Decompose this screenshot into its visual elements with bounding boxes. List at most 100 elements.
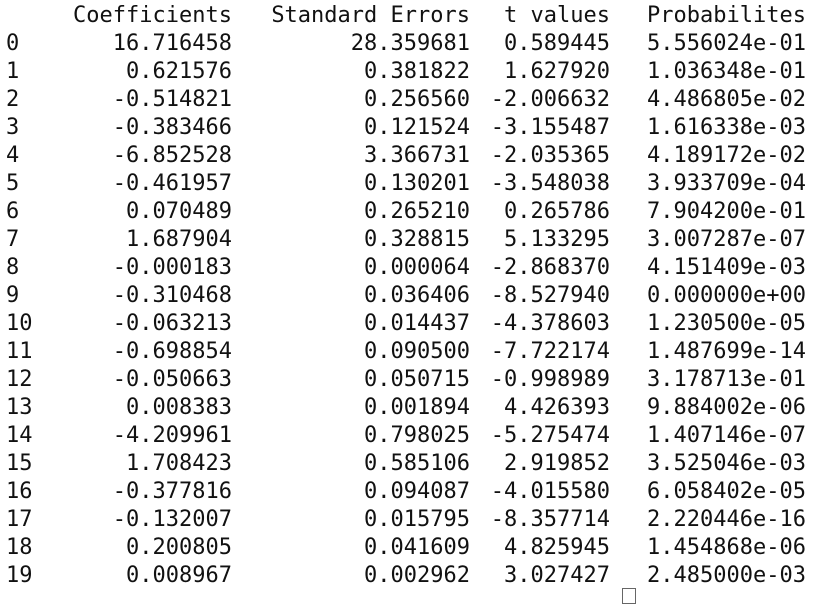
t-value: -2.035365 <box>490 143 610 168</box>
t-value: -5.275474 <box>490 423 610 448</box>
probability-value: 1.230500e-05 <box>647 311 806 336</box>
standard-error-value: 0.090500 <box>364 339 470 364</box>
row-index: 9 <box>6 283 20 308</box>
t-value: -4.015580 <box>490 479 610 504</box>
row-index: 18 <box>6 535 33 560</box>
row-index: 13 <box>6 395 33 420</box>
probability-value: 4.486805e-02 <box>647 87 806 112</box>
table-row: 16 -0.377816 0.094087 -4.015580 6.058402e-05 <box>0 478 826 506</box>
row-index: 14 <box>6 423 33 448</box>
table-row: 18 0.200805 0.041609 4.825945 1.454868e-06 <box>0 534 826 562</box>
probability-value: 5.556024e-01 <box>647 31 806 56</box>
t-value: 3.027427 <box>504 563 610 588</box>
terminal-cursor <box>622 588 636 604</box>
coefficient-value: 1.708423 <box>126 451 232 476</box>
standard-error-value: 0.036406 <box>364 283 470 308</box>
coefficient-value: 1.687904 <box>126 227 232 252</box>
row-index: 10 <box>6 311 33 336</box>
row-index: 1 <box>6 59 20 84</box>
t-value: -7.722174 <box>490 339 610 364</box>
probability-value: 4.189172e-02 <box>647 143 806 168</box>
coefficient-value: -0.461957 <box>112 171 232 196</box>
table-row: 14 -4.209961 0.798025 -5.275474 1.407146e-07 <box>0 422 826 450</box>
standard-error-value: 0.015795 <box>364 507 470 532</box>
probability-value: 4.151409e-03 <box>647 255 806 280</box>
standard-error-value: 0.381822 <box>364 59 470 84</box>
row-index: 17 <box>6 507 33 532</box>
table-row: 17 -0.132007 0.015795 -8.357714 2.220446e-16 <box>0 506 826 534</box>
t-value: 0.589445 <box>504 31 610 56</box>
t-value: -2.006632 <box>490 87 610 112</box>
table-row: 3 -0.383466 0.121524 -3.155487 1.616338e-03 <box>0 114 826 142</box>
standard-error-value: 0.265210 <box>364 199 470 224</box>
probability-value: 3.525046e-03 <box>647 451 806 476</box>
row-index: 19 <box>6 563 33 588</box>
table-row: 12 -0.050663 0.050715 -0.998989 3.178713e-01 <box>0 366 826 394</box>
t-value: -8.527940 <box>490 283 610 308</box>
coefficient-value: -0.698854 <box>112 339 232 364</box>
table-row: 9 -0.310468 0.036406 -8.527940 0.000000e+00 <box>0 282 826 310</box>
table-header-row: Coefficients Standard Errors t values Pr… <box>0 2 826 30</box>
header-index <box>6 2 56 30</box>
coefficient-value: 16.716458 <box>112 31 232 56</box>
t-value: -0.998989 <box>490 367 610 392</box>
probability-value: 1.407146e-07 <box>647 423 806 448</box>
t-value: -2.868370 <box>490 255 610 280</box>
row-index: 11 <box>6 339 33 364</box>
row-index: 8 <box>6 255 20 280</box>
table-row: 6 0.070489 0.265210 0.265786 7.904200e-01 <box>0 198 826 226</box>
row-index: 6 <box>6 199 20 224</box>
standard-error-value: 0.002962 <box>364 563 470 588</box>
probability-value: 6.058402e-05 <box>647 479 806 504</box>
coefficient-value: -0.383466 <box>112 115 232 140</box>
probability-value: 1.454868e-06 <box>647 535 806 560</box>
probability-value: 9.884002e-06 <box>647 395 806 420</box>
probability-value: 2.220446e-16 <box>647 507 806 532</box>
t-value: -4.378603 <box>490 311 610 336</box>
row-index: 12 <box>6 367 33 392</box>
table-row: 7 1.687904 0.328815 5.133295 3.007287e-07 <box>0 226 826 254</box>
table-row: 0 16.716458 28.359681 0.589445 5.556024e-01 <box>0 30 826 58</box>
coefficient-value: -4.209961 <box>112 423 232 448</box>
standard-error-value: 0.000064 <box>364 255 470 280</box>
coefficient-value: -6.852528 <box>112 143 232 168</box>
probability-value: 0.000000e+00 <box>647 283 806 308</box>
standard-error-value: 3.366731 <box>364 143 470 168</box>
probability-value: 3.933709e-04 <box>647 171 806 196</box>
header-probabilities: Probabilites <box>647 3 806 28</box>
table-row: 1 0.621576 0.381822 1.627920 1.036348e-01 <box>0 58 826 86</box>
coefficient-value: 0.008967 <box>126 563 232 588</box>
coefficient-value: 0.070489 <box>126 199 232 224</box>
row-index: 16 <box>6 479 33 504</box>
standard-error-value: 0.041609 <box>364 535 470 560</box>
table-row: 15 1.708423 0.585106 2.919852 3.525046e-03 <box>0 450 826 478</box>
probability-value: 1.036348e-01 <box>647 59 806 84</box>
probability-value: 1.616338e-03 <box>647 115 806 140</box>
table-row: 8 -0.000183 0.000064 -2.868370 4.151409e-03 <box>0 254 826 282</box>
standard-error-value: 0.014437 <box>364 311 470 336</box>
t-value: 5.133295 <box>504 227 610 252</box>
standard-error-value: 0.130201 <box>364 171 470 196</box>
row-index: 0 <box>6 31 20 56</box>
probability-value: 3.007287e-07 <box>647 227 806 252</box>
coefficient-value: -0.132007 <box>112 507 232 532</box>
coefficient-value: 0.200805 <box>126 535 232 560</box>
probability-value: 3.178713e-01 <box>647 367 806 392</box>
row-index: 2 <box>6 87 20 112</box>
header-standard-errors: Standard Errors <box>271 3 470 28</box>
header-t-values: t values <box>504 3 610 28</box>
t-value: -3.548038 <box>490 171 610 196</box>
coefficient-value: 0.621576 <box>126 59 232 84</box>
row-index: 4 <box>6 143 20 168</box>
table-row: 10 -0.063213 0.014437 -4.378603 1.230500e-05 <box>0 310 826 338</box>
standard-error-value: 0.328815 <box>364 227 470 252</box>
table-row: 11 -0.698854 0.090500 -7.722174 1.487699e-14 <box>0 338 826 366</box>
table-row: 4 -6.852528 3.366731 -2.035365 4.189172e-02 <box>0 142 826 170</box>
row-index: 5 <box>6 171 20 196</box>
table-row: 2 -0.514821 0.256560 -2.006632 4.486805e-02 <box>0 86 826 114</box>
row-index: 15 <box>6 451 33 476</box>
row-index: 3 <box>6 115 20 140</box>
t-value: -3.155487 <box>490 115 610 140</box>
coefficient-value: -0.310468 <box>112 283 232 308</box>
